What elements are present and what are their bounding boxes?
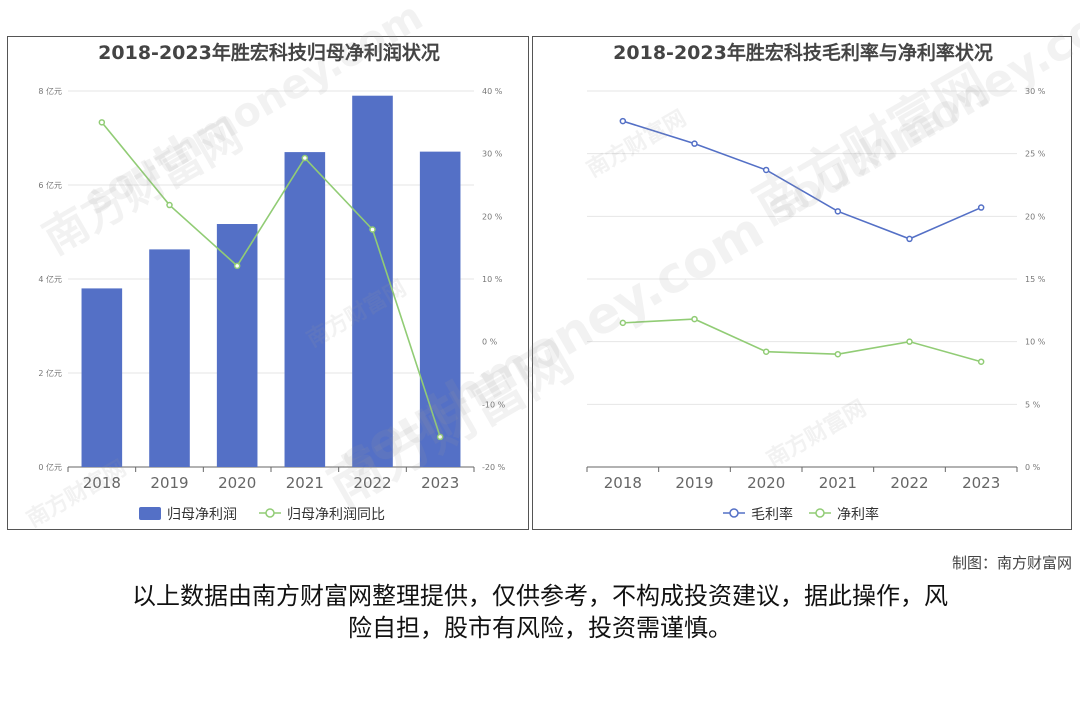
- margin-chart: 2018-2023年胜宏科技毛利率与净利率状况 0 % 5 % 10 % 15 % 20 …: [586, 41, 1046, 523]
- x-tick-label: 2019: [150, 474, 188, 492]
- disclaimer: 以上数据由南方财富网整理提供，仅供参考，不构成投资建议，据此操作，风 险自担，股…: [60, 580, 1020, 644]
- y-right-tick-label: -20 %: [482, 463, 506, 472]
- bar: [284, 152, 326, 467]
- y-left-tick-label: 8 亿元: [38, 86, 62, 96]
- legend-swatch-bar: [139, 507, 161, 520]
- right-chart-panel: 2018-2023年胜宏科技毛利率与净利率状况 0 % 5 % 10 % 15 % 20 …: [532, 36, 1072, 530]
- net-margin-line: [622, 318, 982, 363]
- disclaimer-line-2: 险自担，股市有风险，投资需谨慎。: [348, 614, 732, 642]
- y-left-tick-label: 4 亿元: [38, 274, 62, 284]
- chart-credit: 制图：南方财富网: [951, 554, 1072, 572]
- gross-margin-line: [622, 120, 982, 240]
- x-tick-label: 2020: [747, 474, 785, 492]
- yoy-point: [233, 262, 241, 270]
- y-left-tick-label: 0 亿元: [38, 462, 62, 472]
- legend-label: 归母净利润同比: [287, 506, 385, 523]
- y-right-tick-label: 0 %: [1025, 463, 1041, 472]
- net-margin-point: [619, 319, 627, 327]
- legend-swatch-point: [265, 508, 275, 518]
- legend-swatch-point: [815, 508, 825, 518]
- legend-label: 归母净利润: [167, 506, 237, 523]
- bar: [149, 249, 190, 467]
- legend-swatch-point: [729, 508, 739, 518]
- yoy-point: [98, 119, 106, 126]
- y-right-tick-label: 10 %: [1025, 338, 1046, 347]
- x-tick-label: 2023: [962, 474, 1000, 492]
- chart-title: 2018-2023年胜宏科技归母净利润状况: [98, 41, 440, 64]
- bar: [81, 288, 123, 467]
- x-tick-label: 2021: [286, 474, 324, 492]
- legend-label: 毛利率: [751, 506, 793, 523]
- chart-title: 2018-2023年胜宏科技毛利率与净利率状况: [613, 41, 993, 64]
- y-right-tick-label: 25 %: [1025, 150, 1046, 159]
- net-profit-chart: 2018-2023年胜宏科技归母净利润状况 0 亿元 2 亿元 4 亿元 6 亿元 8 亿…: [38, 41, 506, 523]
- y-right-tick-label: -10 %: [482, 400, 506, 409]
- gross-margin-point: [977, 204, 985, 211]
- x-tick-label: 2020: [218, 474, 256, 492]
- net-margin-point: [834, 350, 842, 358]
- y-right-tick-label: 0 %: [482, 338, 498, 347]
- y-left-tick-label: 2 亿元: [38, 368, 62, 378]
- disclaimer-line-1: 以上数据由南方财富网整理提供，仅供参考，不构成投资建议，据此操作，风: [132, 582, 948, 610]
- yoy-point: [166, 201, 173, 209]
- x-tick-label: 2018: [83, 474, 121, 492]
- y-right-tick-label: 20 %: [482, 212, 503, 221]
- y-right-tick-label: 30 %: [1025, 87, 1046, 96]
- gross-margin-point: [834, 208, 842, 215]
- y-right-tick-label: 40 %: [482, 87, 503, 96]
- bar: [352, 95, 393, 467]
- x-tick-label: 2018: [604, 474, 642, 492]
- y-right-tick-label: 10 %: [482, 275, 503, 284]
- net-margin-point: [762, 348, 770, 355]
- yoy-point: [301, 154, 309, 162]
- left-chart-panel: 2018-2023年胜宏科技归母净利润状况 0 亿元 2 亿元 4 亿元 6 亿元 8 亿…: [7, 36, 529, 530]
- yoy-point: [436, 433, 444, 441]
- x-tick-label: 2021: [819, 474, 857, 492]
- y-left-tick-label: 6 亿元: [38, 180, 62, 190]
- x-tick-label: 2022: [353, 474, 391, 492]
- yoy-line: [101, 121, 441, 438]
- x-tick-label: 2019: [675, 474, 713, 492]
- gross-margin-point: [691, 140, 698, 147]
- bar: [216, 224, 258, 467]
- y-right-tick-label: 15 %: [1025, 275, 1046, 284]
- y-right-tick-label: 20 %: [1025, 212, 1046, 221]
- net-margin-point: [906, 338, 913, 345]
- net-margin-point: [977, 358, 985, 365]
- gross-margin-point: [762, 166, 770, 174]
- y-right-tick-label: 30 %: [482, 150, 503, 159]
- yoy-point: [369, 226, 376, 233]
- gross-margin-point: [906, 235, 913, 243]
- x-tick-label: 2023: [421, 474, 459, 492]
- net-margin-point: [691, 315, 698, 323]
- bar: [419, 151, 461, 467]
- x-tick-label: 2022: [890, 474, 928, 492]
- legend-label: 净利率: [837, 506, 879, 523]
- gross-margin-point: [619, 117, 627, 125]
- y-right-tick-label: 5 %: [1025, 400, 1041, 409]
